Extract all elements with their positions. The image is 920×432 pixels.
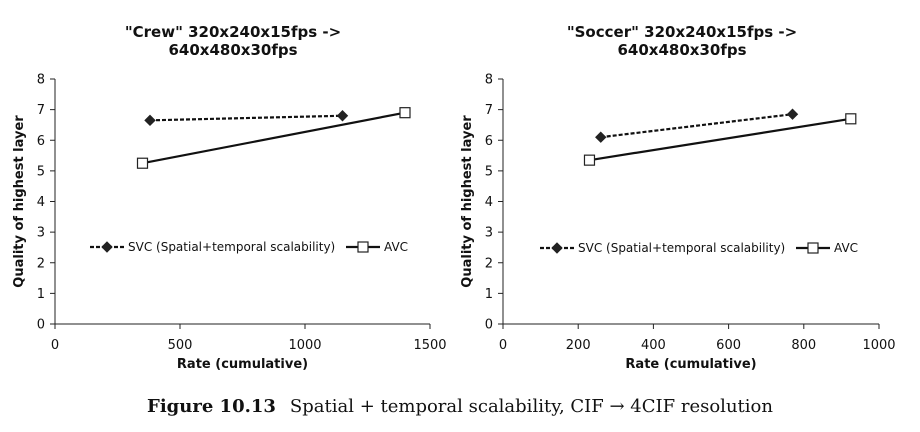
y-tick-label: 5	[37, 164, 45, 179]
series-line	[600, 113, 793, 139]
y-axis-label: Quality of highest layer	[460, 115, 475, 288]
x-axis-label: Rate (cumulative)	[177, 357, 308, 372]
data-point	[583, 154, 596, 166]
chart-title-line: 640x480x30fps	[168, 41, 297, 59]
figure-caption-text: Spatial + temporal scalability, CIF → 4C…	[289, 396, 773, 417]
x-axis-label: Rate (cumulative)	[625, 357, 756, 372]
legend-label: SVC (Spatial+temporal scalability)	[128, 240, 335, 254]
x-tick-label: 1500	[413, 338, 446, 353]
legend-label: SVC (Spatial+temporal scalability)	[578, 241, 785, 255]
data-point	[336, 110, 349, 122]
chart-title-line: "Soccer" 320x240x15fps ->	[567, 23, 797, 41]
y-tick-label: 6	[37, 134, 45, 149]
series-line	[142, 111, 406, 165]
y-tick-label: 3	[37, 226, 45, 241]
y-tick-label: 6	[485, 134, 493, 149]
x-tick-label: 400	[641, 338, 666, 353]
legend-marker	[357, 241, 369, 253]
y-tick-label: 1	[485, 287, 493, 302]
x-tick-label: 600	[716, 338, 741, 353]
legend-marker	[101, 241, 113, 253]
x-tick-label: 1000	[862, 338, 895, 353]
data-point	[845, 113, 857, 125]
chart-title-line: 640x480x30fps	[617, 41, 746, 59]
x-tick-label: 0	[499, 338, 507, 353]
y-tick-label: 4	[485, 195, 493, 210]
data-point	[399, 107, 411, 119]
x-tick-label: 1000	[288, 338, 321, 353]
x-tick-label: 800	[791, 338, 816, 353]
y-tick-label: 2	[485, 256, 493, 271]
y-tick-label: 3	[485, 226, 493, 241]
chart-crew: "Crew" 320x240x15fps ->640x480x30fps 0 1 2 3…	[12, 23, 447, 372]
y-tick-label: 0	[37, 318, 45, 333]
y-tick-label: 8	[485, 73, 493, 88]
series-line	[149, 114, 343, 122]
data-point	[144, 114, 156, 127]
data-point	[136, 157, 149, 169]
y-tick-label: 8	[37, 73, 45, 88]
y-tick-label: 0	[485, 318, 493, 333]
y-tick-label: 5	[485, 164, 493, 179]
chart-soccer: "Soccer" 320x240x15fps ->640x480x30fps 0 1…	[460, 23, 896, 372]
y-tick-label: 1	[37, 287, 45, 302]
y-tick-label: 7	[485, 103, 493, 118]
data-point	[786, 108, 799, 120]
x-tick-label: 500	[168, 338, 193, 353]
legend-marker	[807, 242, 819, 254]
y-tick-label: 4	[37, 195, 45, 210]
chart-title-line: "Crew" 320x240x15fps ->	[125, 23, 341, 41]
x-tick-label: 200	[566, 338, 591, 353]
x-tick-label: 0	[51, 338, 59, 353]
legend-label: AVC	[384, 240, 408, 254]
legend-label: AVC	[834, 241, 858, 255]
legend-marker	[551, 242, 563, 254]
series-line	[589, 117, 851, 162]
y-tick-label: 7	[37, 103, 45, 118]
figure-caption-label: Figure 10.13	[147, 396, 276, 417]
y-tick-label: 2	[37, 256, 45, 271]
figure-caption: Figure 10.13 Spatial + temporal scalabili…	[0, 396, 920, 417]
data-point	[595, 131, 607, 143]
y-axis-label: Quality of highest layer	[12, 115, 27, 288]
